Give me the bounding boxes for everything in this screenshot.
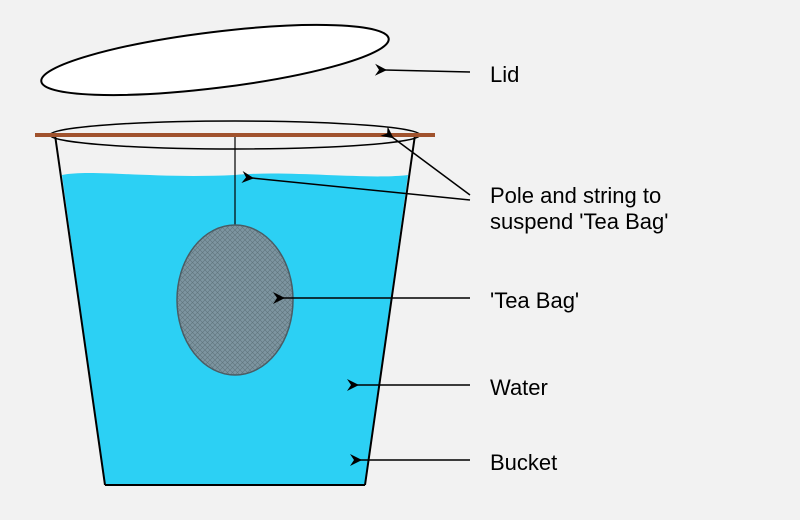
label-lid: Lid [490, 62, 519, 88]
label-water: Water [490, 375, 548, 401]
diagram-canvas [0, 0, 800, 520]
label-pole-string: Pole and string to suspend 'Tea Bag' [490, 183, 668, 236]
label-tea-bag: 'Tea Bag' [490, 288, 579, 314]
tea-bag-shape [177, 225, 293, 375]
label-bucket: Bucket [490, 450, 557, 476]
arrow-lid [385, 70, 470, 72]
lid-shape [38, 11, 392, 109]
